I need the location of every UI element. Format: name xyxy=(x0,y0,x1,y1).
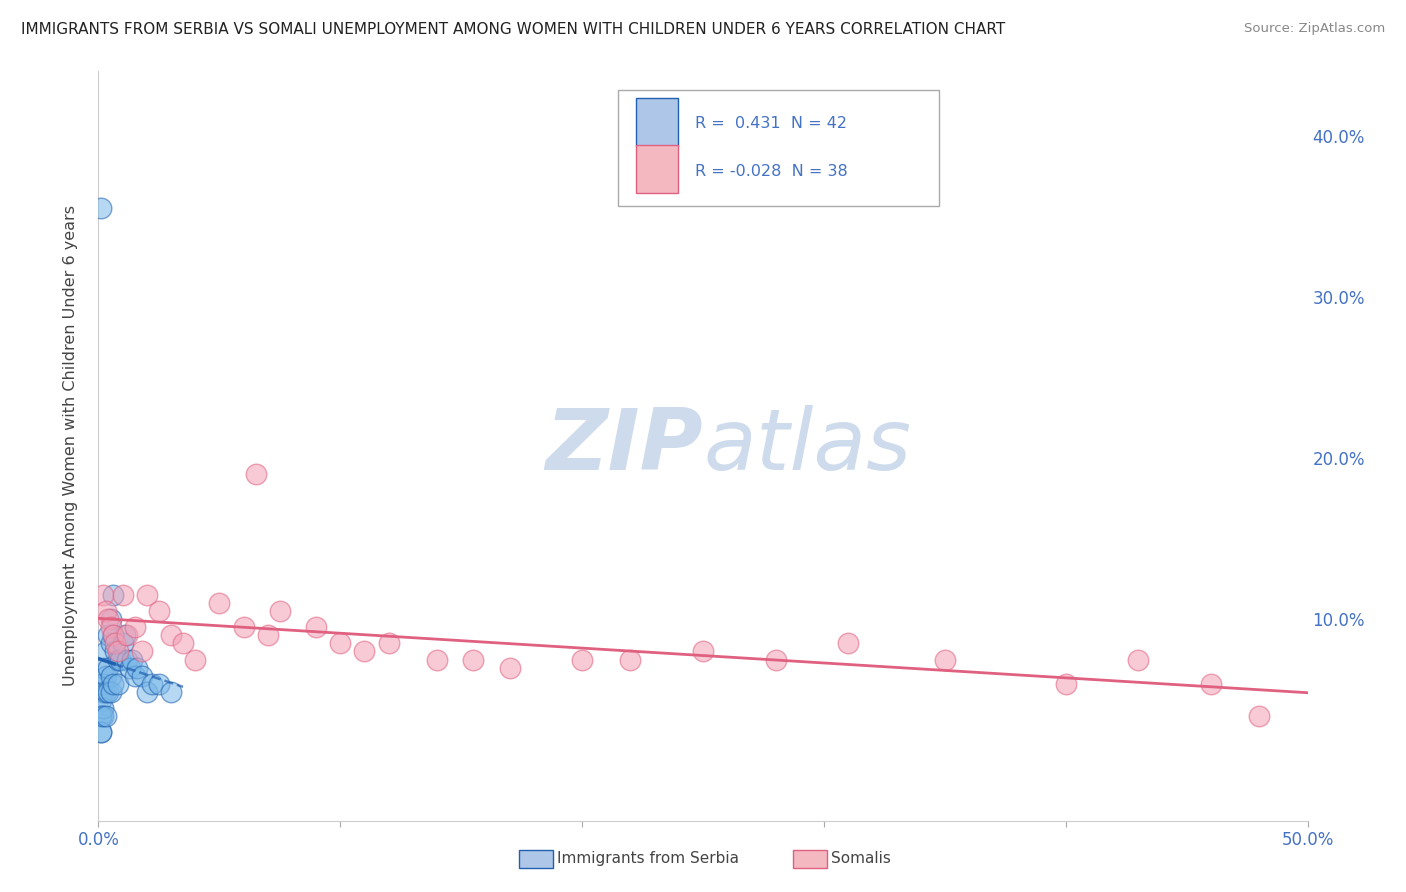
Point xyxy=(94,684,117,698)
Point xyxy=(101,676,124,690)
Point xyxy=(107,644,129,658)
FancyBboxPatch shape xyxy=(637,98,678,146)
Point xyxy=(117,652,139,666)
Point xyxy=(127,660,149,674)
Text: R = -0.028  N = 38: R = -0.028 N = 38 xyxy=(695,163,848,178)
Point xyxy=(100,612,122,626)
Point xyxy=(108,652,131,666)
Point xyxy=(1054,676,1077,690)
Point xyxy=(245,467,267,482)
Point xyxy=(91,660,114,674)
Point xyxy=(104,636,127,650)
Point xyxy=(90,725,112,739)
Text: Immigrants from Serbia: Immigrants from Serbia xyxy=(557,852,738,866)
Point xyxy=(305,620,328,634)
Point xyxy=(160,684,183,698)
Point xyxy=(111,636,134,650)
Point xyxy=(101,628,124,642)
Point xyxy=(141,676,163,690)
Point xyxy=(131,668,153,682)
Point xyxy=(498,660,520,674)
Point xyxy=(94,604,117,618)
Point xyxy=(100,636,122,650)
Point xyxy=(131,644,153,658)
Point xyxy=(91,709,114,723)
Point xyxy=(90,202,112,216)
Point xyxy=(100,620,122,634)
Point xyxy=(91,676,114,690)
Point xyxy=(160,628,183,642)
Point xyxy=(124,668,146,682)
Y-axis label: Unemployment Among Women with Children Under 6 years: Unemployment Among Women with Children U… xyxy=(63,205,77,687)
Point xyxy=(97,612,120,626)
Point xyxy=(124,620,146,634)
Text: atlas: atlas xyxy=(703,404,911,488)
Point xyxy=(232,620,254,634)
Point xyxy=(934,652,956,666)
Point xyxy=(353,644,375,658)
Point xyxy=(121,652,143,666)
Point xyxy=(111,588,134,602)
Point xyxy=(256,628,278,642)
Point xyxy=(107,676,129,690)
Point xyxy=(148,676,170,690)
Point xyxy=(269,604,291,618)
FancyBboxPatch shape xyxy=(637,145,678,193)
Point xyxy=(90,676,112,690)
Point xyxy=(1128,652,1150,666)
Point xyxy=(837,636,859,650)
Point xyxy=(208,596,231,610)
Point xyxy=(692,644,714,658)
Point xyxy=(463,652,485,666)
Point xyxy=(91,701,114,715)
Point xyxy=(91,684,114,698)
Text: IMMIGRANTS FROM SERBIA VS SOMALI UNEMPLOYMENT AMONG WOMEN WITH CHILDREN UNDER 6 : IMMIGRANTS FROM SERBIA VS SOMALI UNEMPLO… xyxy=(21,22,1005,37)
Point xyxy=(117,628,139,642)
Point xyxy=(101,628,124,642)
Point xyxy=(90,709,112,723)
Point xyxy=(172,636,194,650)
Point xyxy=(1249,709,1271,723)
Point xyxy=(329,636,352,650)
Point xyxy=(118,660,141,674)
Text: Source: ZipAtlas.com: Source: ZipAtlas.com xyxy=(1244,22,1385,36)
Point xyxy=(90,693,112,707)
Point xyxy=(107,652,129,666)
Point xyxy=(101,588,124,602)
Point xyxy=(100,668,122,682)
Point xyxy=(97,684,120,698)
Point xyxy=(94,644,117,658)
Point xyxy=(1199,676,1222,690)
Point xyxy=(765,652,787,666)
Point xyxy=(148,604,170,618)
FancyBboxPatch shape xyxy=(619,90,939,206)
Point xyxy=(377,636,399,650)
Point xyxy=(426,652,449,666)
Point xyxy=(90,725,112,739)
Point xyxy=(104,644,127,658)
Text: Somalis: Somalis xyxy=(831,852,891,866)
Point xyxy=(571,652,593,666)
Point xyxy=(100,684,122,698)
Text: R =  0.431  N = 42: R = 0.431 N = 42 xyxy=(695,116,846,131)
Text: ZIP: ZIP xyxy=(546,404,703,488)
Point xyxy=(184,652,207,666)
Point xyxy=(97,628,120,642)
Point xyxy=(94,668,117,682)
Point xyxy=(94,709,117,723)
Point xyxy=(619,652,641,666)
Point xyxy=(97,660,120,674)
Point xyxy=(91,588,114,602)
Point xyxy=(90,709,112,723)
Point xyxy=(114,628,136,642)
Point xyxy=(135,588,157,602)
Point xyxy=(135,684,157,698)
